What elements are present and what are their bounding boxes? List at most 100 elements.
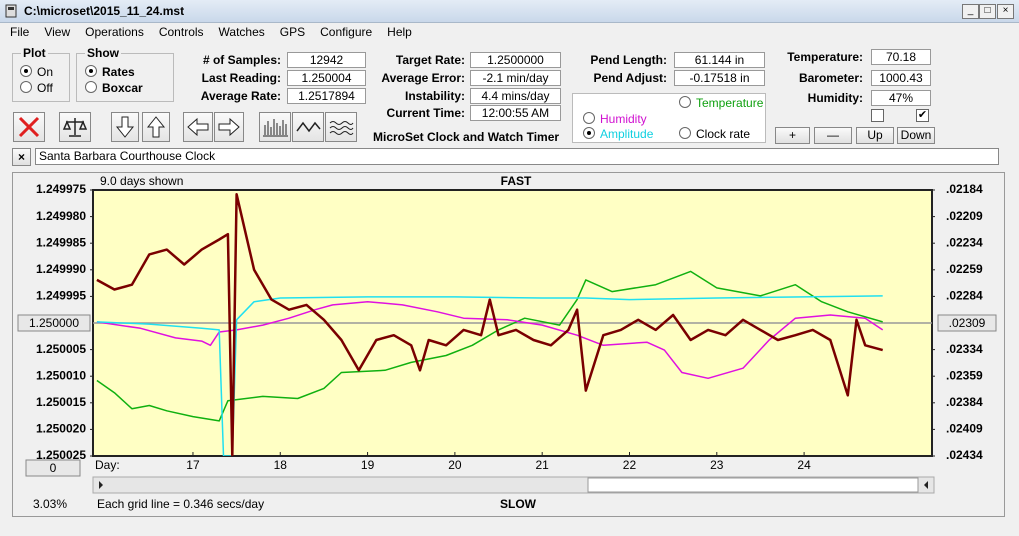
field-value: 1.2500000 (470, 52, 561, 68)
field-value: 12:00:55 AM (470, 105, 561, 121)
y-tick-label: 1.250005 (36, 342, 86, 356)
down-arrow-button[interactable] (111, 112, 139, 142)
series-line (96, 300, 884, 380)
radio-temperature[interactable]: Temperature (679, 96, 763, 110)
close-button[interactable]: × (997, 4, 1014, 19)
field-label: Average Rate: (200, 89, 281, 103)
y-tick-label: 1.250000 (29, 316, 79, 330)
group-caption: Plot (21, 46, 48, 60)
x-axis-label: Day: (95, 458, 120, 472)
radio-label: Temperature (696, 96, 764, 110)
radio-label: Clock rate (696, 127, 751, 141)
histogram-button[interactable] (259, 112, 291, 142)
right-arrow-button[interactable] (214, 112, 244, 142)
y2-tick-label: .02234 (946, 235, 983, 249)
maximize-button[interactable]: □ (979, 4, 996, 19)
minimize-button[interactable]: _ (962, 4, 979, 19)
menu-bar: File View Operations Controls Watches GPS Conf… (0, 23, 417, 41)
field-label: Last Reading: (201, 71, 281, 85)
x-tick-label: 17 (186, 458, 200, 472)
y-tick-label: 1.250010 (36, 368, 86, 382)
field-value: 61.144 in (674, 52, 765, 68)
grid-note: Each grid line = 0.346 secs/day (97, 497, 264, 511)
field-label: Instability: (404, 89, 465, 103)
menu-item[interactable]: Help (387, 25, 412, 39)
plot-group: Plot On Off (12, 46, 70, 102)
radio-off[interactable]: Off (20, 81, 53, 95)
watch-name-field[interactable]: Santa Barbara Courthouse Clock (35, 148, 999, 165)
waves-button[interactable] (325, 112, 357, 142)
radio-label: Humidity (600, 112, 647, 126)
radio-humidity[interactable]: Humidity (583, 112, 647, 126)
wave-button[interactable] (292, 112, 324, 142)
clear-name-button[interactable]: × (12, 148, 31, 166)
field-value: 70.18 (871, 49, 931, 65)
y-tick-label: 1.249975 (36, 182, 86, 196)
y2-tick-label: .02209 (946, 209, 983, 223)
stop-button[interactable] (13, 112, 45, 142)
x-tick-label: 18 (274, 458, 288, 472)
x-tick-label: 24 (797, 458, 811, 472)
menu-item[interactable]: View (44, 25, 71, 39)
field-label: Pend Length: (590, 53, 667, 67)
field-value: -2.1 min/day (470, 70, 561, 86)
menu-item[interactable]: GPS (279, 25, 306, 39)
menu-item[interactable]: File (10, 25, 30, 39)
field-value: 12942 (287, 52, 366, 68)
status-percent: 3.03% (33, 497, 67, 511)
field-value: 1.250004 (287, 70, 366, 86)
down-button[interactable]: Down (897, 127, 935, 144)
y-tick-label: 1.250025 (36, 448, 86, 462)
field-label: Pend Adjust: (593, 71, 667, 85)
checkbox-checked[interactable]: ✔ (916, 109, 929, 122)
field-label: Average Error: (381, 71, 465, 85)
radio-on[interactable]: On (20, 65, 53, 79)
field-value: 4.4 mins/day (470, 88, 561, 104)
minus-button[interactable]: — (814, 127, 852, 144)
checkbox[interactable] (871, 109, 884, 122)
menu-item[interactable]: Configure (320, 25, 373, 39)
days-shown: 9.0 days shown (100, 174, 183, 188)
field-value: 1.2517894 (287, 88, 366, 104)
scroll-right[interactable] (924, 481, 928, 489)
y-tick-label: 1.250015 (36, 395, 86, 409)
radio-label: Off (37, 81, 53, 95)
app-icon (5, 4, 17, 18)
menu-item[interactable]: Operations (85, 25, 144, 39)
tick-button[interactable] (17, 314, 91, 332)
field-label: Target Rate: (395, 53, 465, 67)
y2-tick-label: .02259 (946, 262, 983, 276)
y2-tick-label: .02284 (946, 289, 983, 303)
radio-boxcar[interactable]: Boxcar (85, 81, 143, 95)
zoom-button[interactable] (25, 459, 81, 477)
top-label: FAST (501, 174, 532, 188)
field-label: Barometer: (798, 71, 863, 85)
field-value: 47% (871, 90, 931, 106)
x-tick-label: 20 (448, 458, 462, 472)
radio-amplitude[interactable]: Amplitude (583, 127, 653, 141)
menu-item[interactable]: Controls (158, 25, 204, 39)
radio-rates[interactable]: Rates (85, 65, 135, 79)
channel-select: Temperature Humidity Amplitude Clock rat… (572, 93, 766, 143)
menu-item[interactable]: Watches (218, 25, 265, 39)
up-button[interactable]: Up (856, 127, 894, 144)
tick-button[interactable] (937, 314, 997, 332)
scale-button[interactable] (59, 112, 91, 142)
y2-tick-label: .02434 (946, 448, 983, 462)
scroll-thumb[interactable] (587, 477, 919, 493)
field-label: Temperature: (787, 50, 863, 64)
show-group: Show Rates Boxcar (76, 46, 174, 102)
field-value: -0.17518 in (674, 70, 765, 86)
scroll-left[interactable] (99, 481, 103, 489)
up-arrow-button[interactable] (142, 112, 170, 142)
y-tick-label: 1.249990 (36, 262, 86, 276)
zoom-label: 0 (50, 461, 57, 475)
plus-button[interactable]: + (775, 127, 810, 144)
y-tick-label: 1.250020 (36, 422, 86, 436)
app-name: MicroSet Clock and Watch Timer (373, 130, 560, 144)
y2-tick-label: .02184 (946, 182, 983, 196)
left-arrow-button[interactable] (183, 112, 213, 142)
radio-clock-rate[interactable]: Clock rate (679, 127, 750, 141)
